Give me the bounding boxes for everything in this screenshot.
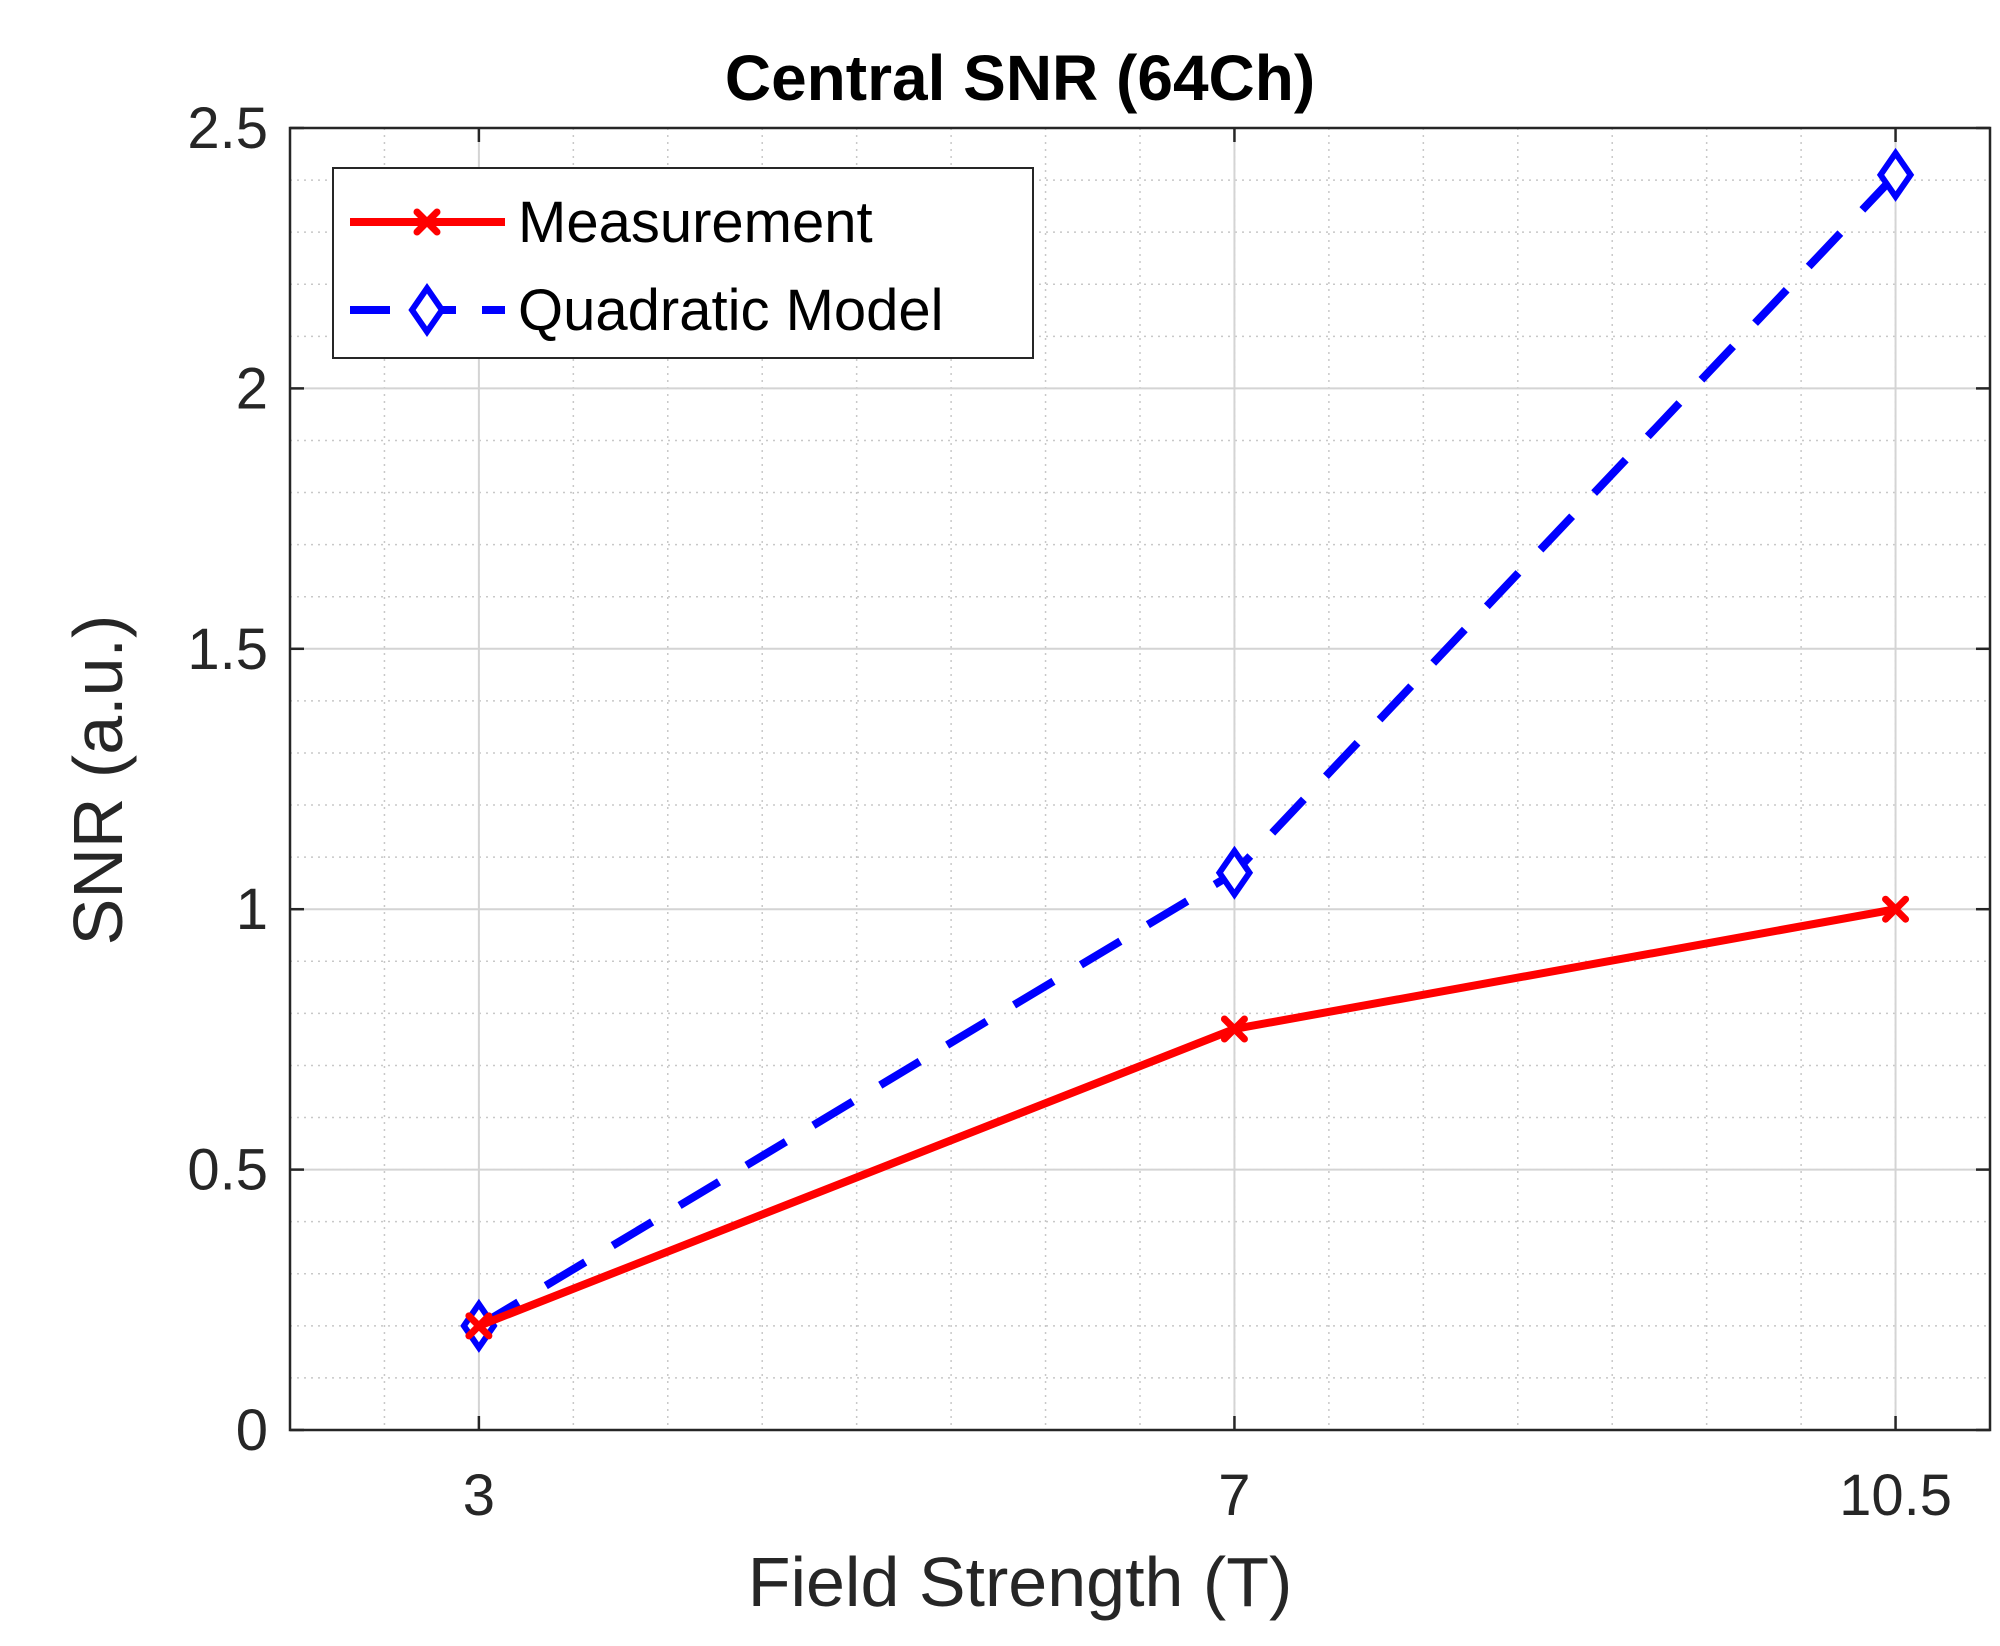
y-tick-label: 1.5 bbox=[187, 617, 268, 682]
y-tick-label: 1 bbox=[236, 877, 268, 942]
y-tick-label: 2.5 bbox=[187, 96, 268, 161]
plot-frame bbox=[288, 126, 1992, 1432]
x-tick-label: 7 bbox=[1218, 1463, 1250, 1528]
legend-box bbox=[332, 167, 1034, 359]
data-point-measurement bbox=[1220, 1015, 1248, 1043]
y-axis-label: SNR (a.u.) bbox=[59, 615, 137, 946]
axis-ticks: 3 7 10.5 0 0.5 1 1.5 2 2.5 bbox=[187, 96, 1990, 1528]
data-point-measurement bbox=[465, 1312, 493, 1340]
series-layer bbox=[460, 147, 1915, 1353]
legend-marker-measurement bbox=[413, 208, 441, 236]
x-tick-label: 3 bbox=[463, 1463, 495, 1528]
y-tick-label: 2 bbox=[236, 356, 268, 421]
x-tick-label: 10.5 bbox=[1839, 1463, 1952, 1528]
y-tick-label: 0 bbox=[236, 1398, 268, 1463]
data-point-measurement bbox=[1882, 895, 1910, 923]
legend-marker-quadratic-model bbox=[408, 282, 446, 338]
legend-label-measurement: Measurement bbox=[518, 190, 873, 255]
chart-title: Central SNR (64Ch) bbox=[725, 42, 1315, 114]
legend: Measurement Quadratic Model bbox=[332, 167, 1034, 359]
legend-label-quadratic-model: Quadratic Model bbox=[518, 278, 944, 343]
y-tick-label: 0.5 bbox=[187, 1138, 268, 1203]
x-axis-label: Field Strength (T) bbox=[748, 1543, 1293, 1621]
data-point-quadratic-model bbox=[1215, 845, 1254, 900]
data-point-quadratic-model bbox=[1876, 147, 1915, 202]
